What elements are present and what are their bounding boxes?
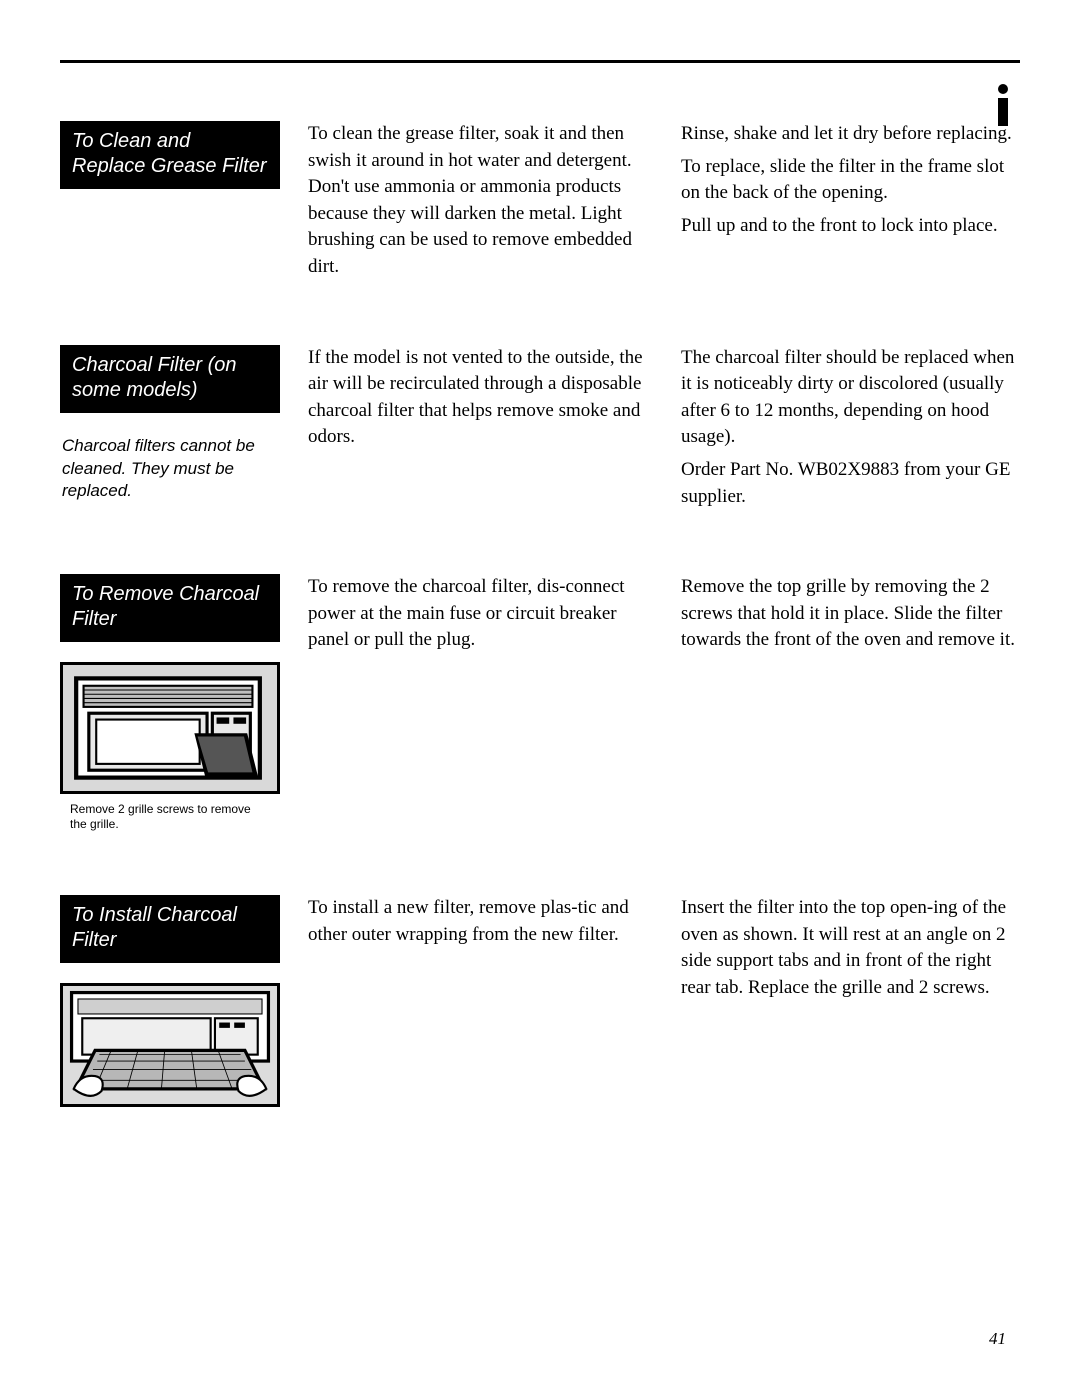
- info-icon: [998, 84, 1008, 126]
- body-text: Rinse, shake and let it dry before repla…: [681, 121, 1020, 148]
- body-col-1: To clean the grease filter, soak it and …: [308, 121, 647, 287]
- section-remove-charcoal: To Remove Charcoal Filter: [60, 574, 1020, 837]
- body-col-2: Rinse, shake and let it dry before repla…: [681, 121, 1020, 287]
- side-note: Charcoal filters cannot be cleaned. They…: [60, 435, 280, 504]
- microwave-install-icon: [63, 986, 277, 1104]
- section-charcoal-filter: Charcoal Filter (on some models) Charcoa…: [60, 345, 1020, 517]
- section-heading: Charcoal Filter (on some models): [60, 345, 280, 413]
- microwave-remove-icon: [73, 675, 263, 781]
- body-text: To install a new filter, remove plas-tic…: [308, 895, 647, 948]
- body-text: Pull up and to the front to lock into pl…: [681, 213, 1020, 240]
- body-text: Remove the top grille by removing the 2 …: [681, 574, 1020, 654]
- page: To Clean and Replace Grease Filter To cl…: [0, 0, 1080, 1397]
- figure-caption: Remove 2 grille screws to remove the gri…: [60, 802, 280, 837]
- body-columns: If the model is not vented to the outsid…: [308, 345, 1020, 517]
- left-column: To Remove Charcoal Filter: [60, 574, 280, 837]
- body-text: Order Part No. WB02X9883 from your GE su…: [681, 457, 1020, 510]
- body-columns: To install a new filter, remove plas-tic…: [308, 895, 1020, 1107]
- body-text: To replace, slide the filter in the fram…: [681, 154, 1020, 207]
- body-text: If the model is not vented to the outsid…: [308, 345, 647, 451]
- body-col-2: Remove the top grille by removing the 2 …: [681, 574, 1020, 837]
- left-column: Charcoal Filter (on some models) Charcoa…: [60, 345, 280, 517]
- body-col-2: The charcoal filter should be replaced w…: [681, 345, 1020, 517]
- body-col-2: Insert the filter into the top open-ing …: [681, 895, 1020, 1107]
- body-text: Insert the filter into the top open-ing …: [681, 895, 1020, 1001]
- section-install-charcoal: To Install Charcoal Filter: [60, 895, 1020, 1107]
- top-rule: [60, 60, 1020, 63]
- body-text: To clean the grease filter, soak it and …: [308, 121, 647, 281]
- body-text: To remove the charcoal filter, dis-conne…: [308, 574, 647, 654]
- body-col-1: To install a new filter, remove plas-tic…: [308, 895, 647, 1107]
- page-number: 41: [989, 1329, 1006, 1349]
- body-col-1: To remove the charcoal filter, dis-conne…: [308, 574, 647, 837]
- section-heading: To Install Charcoal Filter: [60, 895, 280, 963]
- body-text: The charcoal filter should be replaced w…: [681, 345, 1020, 451]
- section-heading: To Clean and Replace Grease Filter: [60, 121, 280, 189]
- body-columns: To clean the grease filter, soak it and …: [308, 121, 1020, 287]
- left-column: To Clean and Replace Grease Filter: [60, 121, 280, 287]
- body-columns: To remove the charcoal filter, dis-conne…: [308, 574, 1020, 837]
- left-column: To Install Charcoal Filter: [60, 895, 280, 1107]
- body-col-1: If the model is not vented to the outsid…: [308, 345, 647, 517]
- section-heading: To Remove Charcoal Filter: [60, 574, 280, 642]
- section-clean-grease: To Clean and Replace Grease Filter To cl…: [60, 121, 1020, 287]
- figure-remove: [60, 662, 280, 794]
- figure-install: [60, 983, 280, 1107]
